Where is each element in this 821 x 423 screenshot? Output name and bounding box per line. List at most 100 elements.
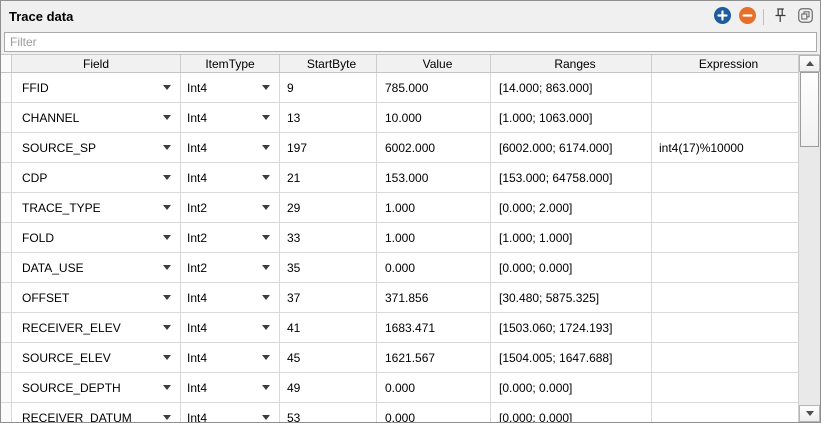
- field-dropdown[interactable]: RECEIVER_DATUM: [12, 403, 180, 422]
- plus-circle-icon: [713, 6, 731, 27]
- row-gutter[interactable]: [1, 403, 12, 422]
- itemtype-dropdown-cell: Int4: [181, 343, 280, 372]
- filter-input[interactable]: [4, 32, 817, 52]
- field-dropdown[interactable]: SOURCE_ELEV: [12, 343, 180, 372]
- expression-cell[interactable]: [652, 283, 798, 312]
- table-body: FFID Int4 9 785.000 [14.000; 863.000] CH…: [1, 73, 798, 422]
- field-dropdown-label: OFFSET: [22, 290, 70, 305]
- expression-cell[interactable]: [652, 343, 798, 372]
- itemtype-dropdown[interactable]: Int4: [181, 403, 279, 422]
- expression-cell[interactable]: [652, 163, 798, 192]
- field-dropdown[interactable]: FOLD: [12, 223, 180, 252]
- itemtype-dropdown-cell: Int4: [181, 373, 280, 402]
- startbyte-cell[interactable]: 49: [280, 373, 377, 402]
- column-header-startbyte[interactable]: StartByte: [280, 55, 377, 72]
- scrollbar-thumb[interactable]: [800, 72, 819, 147]
- row-gutter[interactable]: [1, 313, 12, 342]
- field-dropdown[interactable]: DATA_USE: [12, 253, 180, 282]
- scroll-down-button[interactable]: [799, 405, 820, 422]
- row-gutter[interactable]: [1, 193, 12, 222]
- row-gutter[interactable]: [1, 253, 12, 282]
- expression-cell[interactable]: [652, 103, 798, 132]
- row-gutter[interactable]: [1, 373, 12, 402]
- field-dropdown[interactable]: RECEIVER_ELEV: [12, 313, 180, 342]
- field-dropdown[interactable]: CHANNEL: [12, 103, 180, 132]
- field-dropdown[interactable]: SOURCE_DEPTH: [12, 373, 180, 402]
- expression-cell[interactable]: [652, 373, 798, 402]
- field-dropdown[interactable]: TRACE_TYPE: [12, 193, 180, 222]
- itemtype-dropdown-cell: Int4: [181, 73, 280, 102]
- startbyte-cell[interactable]: 35: [280, 253, 377, 282]
- expression-cell[interactable]: [652, 193, 798, 222]
- itemtype-dropdown[interactable]: Int4: [181, 343, 279, 372]
- row-gutter[interactable]: [1, 133, 12, 162]
- expression-cell[interactable]: [652, 73, 798, 102]
- field-dropdown-cell: DATA_USE: [12, 253, 181, 282]
- itemtype-dropdown[interactable]: Int4: [181, 283, 279, 312]
- column-header-expression[interactable]: Expression: [698, 56, 759, 71]
- vertical-scrollbar[interactable]: [798, 55, 820, 422]
- pin-panel-button[interactable]: [771, 7, 789, 26]
- ranges-cell: [0.000; 0.000]: [491, 253, 652, 282]
- itemtype-dropdown[interactable]: Int4: [181, 313, 279, 342]
- startbyte-cell[interactable]: 33: [280, 223, 377, 252]
- table-row: DATA_USE Int2 35 0.000 [0.000; 0.000]: [1, 253, 798, 283]
- startbyte-cell[interactable]: 197: [280, 133, 377, 162]
- table-row: CHANNEL Int4 13 10.000 [1.000; 1063.000]: [1, 103, 798, 133]
- table-row: CDP Int4 21 153.000 [153.000; 64758.000]: [1, 163, 798, 193]
- field-dropdown[interactable]: CDP: [12, 163, 180, 192]
- scroll-up-button[interactable]: [799, 55, 820, 72]
- itemtype-dropdown-cell: Int4: [181, 283, 280, 312]
- field-dropdown[interactable]: OFFSET: [12, 283, 180, 312]
- chevron-down-icon: [163, 385, 171, 390]
- itemtype-dropdown-label: Int4: [187, 110, 208, 125]
- header-gutter: [1, 55, 12, 72]
- row-gutter[interactable]: [1, 343, 12, 372]
- startbyte-cell[interactable]: 53: [280, 403, 377, 422]
- row-gutter[interactable]: [1, 73, 12, 102]
- startbyte-cell[interactable]: 37: [280, 283, 377, 312]
- column-header-field[interactable]: Field: [12, 55, 181, 72]
- chevron-down-icon: [163, 145, 171, 150]
- chevron-down-icon: [163, 235, 171, 240]
- expression-cell[interactable]: [652, 403, 798, 422]
- chevron-down-icon: [262, 295, 270, 300]
- expression-cell[interactable]: int4(17)%10000: [659, 140, 744, 155]
- expression-cell[interactable]: [652, 253, 798, 282]
- column-header-ranges[interactable]: Ranges: [491, 55, 652, 72]
- row-gutter[interactable]: [1, 103, 12, 132]
- startbyte-cell[interactable]: 9: [280, 73, 377, 102]
- startbyte-cell[interactable]: 41: [280, 313, 377, 342]
- row-gutter[interactable]: [1, 163, 12, 192]
- row-gutter[interactable]: [1, 223, 12, 252]
- field-dropdown-cell: CDP: [12, 163, 181, 192]
- startbyte-cell[interactable]: 29: [280, 193, 377, 222]
- field-dropdown[interactable]: FFID: [12, 73, 180, 102]
- column-header-value[interactable]: Value: [377, 55, 491, 72]
- panel-titlebar: Trace data: [1, 1, 820, 32]
- value-cell: 153.000: [377, 163, 491, 192]
- itemtype-dropdown[interactable]: Int4: [181, 133, 279, 162]
- expression-cell[interactable]: [652, 223, 798, 252]
- itemtype-dropdown[interactable]: Int4: [181, 163, 279, 192]
- chevron-down-icon: [163, 325, 171, 330]
- row-gutter[interactable]: [1, 283, 12, 312]
- remove-row-button[interactable]: [738, 6, 756, 26]
- add-row-button[interactable]: [713, 6, 731, 27]
- itemtype-dropdown[interactable]: Int4: [181, 373, 279, 402]
- startbyte-cell[interactable]: 45: [280, 343, 377, 372]
- startbyte-cell[interactable]: 13: [280, 103, 377, 132]
- field-dropdown-label: TRACE_TYPE: [22, 200, 101, 215]
- itemtype-dropdown[interactable]: Int4: [181, 73, 279, 102]
- itemtype-dropdown[interactable]: Int2: [181, 193, 279, 222]
- field-dropdown[interactable]: SOURCE_SP: [12, 133, 180, 162]
- expression-cell[interactable]: [652, 313, 798, 342]
- itemtype-dropdown-cell: Int4: [181, 163, 280, 192]
- float-panel-button[interactable]: [796, 7, 814, 26]
- startbyte-cell[interactable]: 21: [280, 163, 377, 192]
- itemtype-dropdown[interactable]: Int4: [181, 103, 279, 132]
- itemtype-dropdown[interactable]: Int2: [181, 253, 279, 282]
- itemtype-dropdown[interactable]: Int2: [181, 223, 279, 252]
- column-header-itemtype[interactable]: ItemType: [181, 55, 280, 72]
- field-dropdown-cell: RECEIVER_DATUM: [12, 403, 181, 422]
